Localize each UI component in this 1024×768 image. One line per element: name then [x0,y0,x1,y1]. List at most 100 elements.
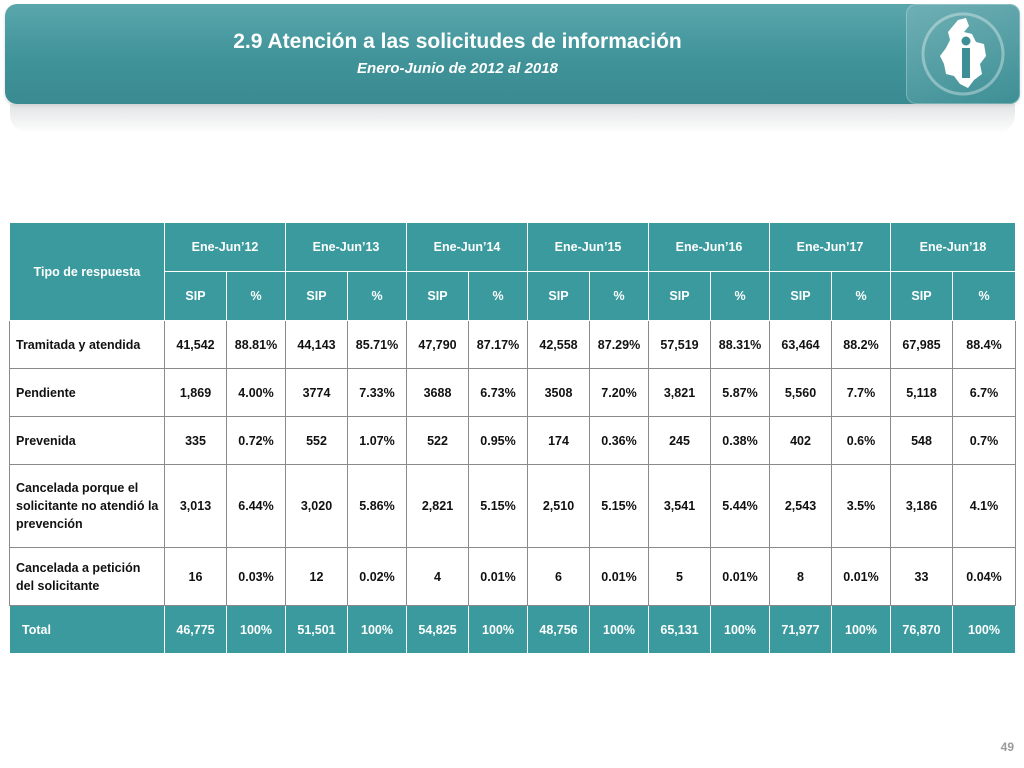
table-row: Cancelada porque el solicitante no atend… [9,464,1016,548]
table-row: Pendiente 1,869 4.00% 3774 7.33% 3688 6.73% 350… [9,368,1016,417]
header-period: Ene-Jun’14 [406,222,528,272]
percent-cell: 5.15% [589,464,649,548]
total-percent-cell: 100% [226,605,286,654]
subheader-cell: SIP [285,271,348,321]
sip-cell: 42,558 [527,320,590,369]
subheader-cell: SIP [890,271,953,321]
sip-cell: 2,510 [527,464,590,548]
sip-cell: 5 [648,547,711,606]
percent-cell: 4.1% [952,464,1016,548]
percent-cell: 0.01% [589,547,649,606]
sip-cell: 4 [406,547,469,606]
row-label: Prevenida [9,416,165,465]
sip-cell: 2,821 [406,464,469,548]
percent-cell: 0.36% [589,416,649,465]
sip-cell: 1,869 [164,368,227,417]
total-sip-cell: 46,775 [164,605,227,654]
total-percent-cell: 100% [952,605,1016,654]
percent-cell: 6.7% [952,368,1016,417]
total-sip-cell: 54,825 [406,605,469,654]
header-period: Ene-Jun’13 [285,222,407,272]
percent-cell: 88.31% [710,320,770,369]
percent-cell: 5.86% [347,464,407,548]
sip-cell: 12 [285,547,348,606]
subheader-cell: % [468,271,528,321]
percent-cell: 7.7% [831,368,891,417]
sip-cell: 522 [406,416,469,465]
percent-cell: 0.7% [952,416,1016,465]
percent-cell: 0.72% [226,416,286,465]
total-sip-cell: 76,870 [890,605,953,654]
percent-cell: 6.44% [226,464,286,548]
percent-cell: 88.2% [831,320,891,369]
percent-cell: 0.03% [226,547,286,606]
subheader-cell: SIP [527,271,590,321]
total-percent-cell: 100% [831,605,891,654]
percent-cell: 6.73% [468,368,528,417]
subheader-cell: % [710,271,770,321]
percent-cell: 85.71% [347,320,407,369]
sip-cell: 3508 [527,368,590,417]
sip-cell: 174 [527,416,590,465]
percent-cell: 88.4% [952,320,1016,369]
total-sip-cell: 71,977 [769,605,832,654]
total-percent-cell: 100% [710,605,770,654]
sip-cell: 67,985 [890,320,953,369]
sip-cell: 3688 [406,368,469,417]
sip-cell: 552 [285,416,348,465]
page-subtitle: Enero-Junio de 2012 al 2018 [357,60,558,77]
total-sip-cell: 65,131 [648,605,711,654]
sip-cell: 3,013 [164,464,227,548]
percent-cell: 0.01% [710,547,770,606]
table-body: Tramitada y atendida 41,542 88.81% 44,143 85… [9,320,1016,606]
header-period: Ene-Jun’17 [769,222,891,272]
table-row: Prevenida 335 0.72% 552 1.07% 522 0.95% 174 0.36… [9,416,1016,465]
header-period: Ene-Jun’16 [648,222,770,272]
percent-cell: 7.33% [347,368,407,417]
sip-cell: 33 [890,547,953,606]
banner-shadow [10,104,1015,134]
percent-cell: 5.87% [710,368,770,417]
percent-cell: 1.07% [347,416,407,465]
sip-cell: 2,543 [769,464,832,548]
percent-cell: 0.01% [831,547,891,606]
header-period: Ene-Jun’15 [527,222,649,272]
sip-cell: 16 [164,547,227,606]
total-row: Total 46,775 100% 51,501 100% 54,825 100% 48,75… [9,605,1016,654]
subheader-cell: SIP [648,271,711,321]
percent-cell: 87.29% [589,320,649,369]
row-label: Cancelada a petición del solicitante [9,547,165,606]
total-sip-cell: 51,501 [285,605,348,654]
header-row-sub: SIP % SIP % SIP % SIP % SIP % SIP % SIP … [10,271,1016,321]
sip-cell: 47,790 [406,320,469,369]
table-row: Tramitada y atendida 41,542 88.81% 44,143 85… [9,320,1016,369]
sip-cell: 8 [769,547,832,606]
sip-cell: 3,541 [648,464,711,548]
row-label: Cancelada porque el solicitante no atend… [9,464,165,548]
subheader-cell: % [589,271,649,321]
sip-cell: 44,143 [285,320,348,369]
page-number: 49 [1000,740,1014,754]
subheader-cell: SIP [406,271,469,321]
sip-cell: 5,118 [890,368,953,417]
percent-cell: 0.01% [468,547,528,606]
header-corner: Tipo de respuesta [9,222,165,321]
header-row-periods: Tipo de respuesta Ene-Jun’12 Ene-Jun’13 … [9,222,1016,321]
sip-cell: 57,519 [648,320,711,369]
percent-cell: 0.02% [347,547,407,606]
sip-cell: 548 [890,416,953,465]
logo-icon [921,12,1005,96]
sip-cell: 63,464 [769,320,832,369]
header-period: Ene-Jun’12 [164,222,286,272]
percent-cell: 3.5% [831,464,891,548]
subheader-cell: % [226,271,286,321]
subheader-cell: % [831,271,891,321]
sip-cell: 3,186 [890,464,953,548]
total-label: Total [9,605,165,654]
percent-cell: 87.17% [468,320,528,369]
total-percent-cell: 100% [468,605,528,654]
total-percent-cell: 100% [589,605,649,654]
header-banner [5,4,1020,104]
percent-cell: 0.04% [952,547,1016,606]
percent-cell: 0.95% [468,416,528,465]
